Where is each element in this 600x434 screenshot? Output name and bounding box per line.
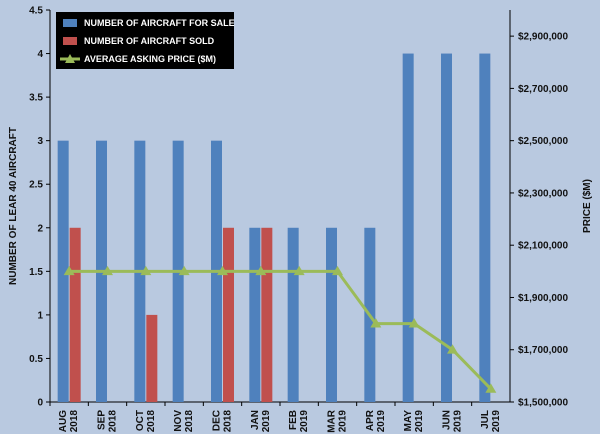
bar-for-sale xyxy=(441,53,452,403)
x-tick-label-month: AUG xyxy=(58,410,69,432)
legend-swatch xyxy=(63,37,77,45)
legend-label: NUMBER OF AIRCRAFT FOR SALE xyxy=(84,18,235,28)
price-point xyxy=(447,344,458,354)
y2-tick-label: $2,900,000 xyxy=(518,32,568,43)
x-tick-label-month: APR xyxy=(365,409,376,431)
x-tick-label-year: 2019 xyxy=(338,410,349,433)
price-point xyxy=(408,318,420,328)
bar-for-sale xyxy=(287,227,299,402)
price-line xyxy=(69,269,492,390)
y2-tick-label: $2,100,000 xyxy=(518,241,568,252)
legend-label: AVERAGE ASKING PRICE ($M) xyxy=(84,54,216,64)
price-point xyxy=(370,318,382,328)
bar-for-sale xyxy=(402,53,414,403)
x-tick-label-month: FEB xyxy=(288,410,299,430)
price-point xyxy=(217,265,228,276)
bar-for-sale xyxy=(249,227,261,402)
y-tick-label: 0 xyxy=(37,398,43,409)
x-tick-label-month: JUN xyxy=(442,410,453,430)
price-point xyxy=(255,265,267,276)
x-tick-label-month: MAY xyxy=(403,410,414,432)
y2-axis-title: PRICE ($M) xyxy=(582,179,593,233)
legend-box xyxy=(56,12,234,69)
y-tick-label: 0.5 xyxy=(29,354,43,365)
price-point xyxy=(485,383,497,393)
x-tick-label-year: 2019 xyxy=(299,410,310,433)
x-tick-label-year: 2019 xyxy=(376,410,387,433)
y-tick-label: 2.5 xyxy=(29,180,43,191)
bar-for-sale xyxy=(57,140,69,402)
y-tick-label: 1 xyxy=(37,310,43,321)
bar-sold xyxy=(261,227,273,402)
y-tick-label: 1.5 xyxy=(29,267,43,278)
y2-tick-label: $1,700,000 xyxy=(518,345,568,356)
y2-tick-label: $1,500,000 xyxy=(518,398,568,409)
x-tick-label-month: OCT xyxy=(135,410,146,431)
legend-swatch-marker xyxy=(65,54,75,63)
legend-label: NUMBER OF AIRCRAFT SOLD xyxy=(84,36,215,46)
price-point xyxy=(63,265,75,276)
x-tick-label-year: 2019 xyxy=(414,410,425,433)
x-tick-label-year: 2019 xyxy=(453,410,464,433)
price-point xyxy=(102,265,113,276)
x-tick-label-month: JUL xyxy=(480,410,491,429)
price-point xyxy=(140,265,152,276)
x-tick-label-month: NOV xyxy=(173,410,184,432)
y2-tick-label: $2,500,000 xyxy=(518,136,568,147)
legend-swatch xyxy=(63,19,77,27)
x-tick-label-year: 2018 xyxy=(223,410,234,433)
bar-for-sale xyxy=(479,53,491,403)
y2-tick-label: $2,300,000 xyxy=(518,188,568,199)
y-tick-label: 4.5 xyxy=(29,6,43,17)
x-tick-label-year: 2019 xyxy=(491,410,502,433)
y-axis-title: NUMBER OF LEAR 40 AIRCRAFT xyxy=(8,127,19,285)
x-tick-label-month: DEC xyxy=(212,410,223,431)
y-tick-label: 3.5 xyxy=(29,93,43,104)
x-tick-label-year: 2018 xyxy=(146,410,157,433)
bar-sold xyxy=(69,227,81,402)
x-tick-label-year: 2018 xyxy=(184,410,195,433)
price-point xyxy=(332,265,343,276)
price-point xyxy=(293,265,305,276)
price-point xyxy=(178,265,190,276)
y2-tick-label: $1,900,000 xyxy=(518,293,568,304)
x-tick-label-year: 2018 xyxy=(69,410,80,433)
x-tick-label-month: JAN xyxy=(250,410,261,430)
x-tick-label-month: SEP xyxy=(97,410,108,430)
x-tick-label-year: 2018 xyxy=(108,410,119,433)
y2-tick-label: $2,700,000 xyxy=(518,84,568,95)
x-tick-label-month: MAR xyxy=(327,409,338,433)
y-tick-label: 2 xyxy=(37,223,43,234)
y-tick-label: 3 xyxy=(37,136,43,147)
y-tick-label: 4 xyxy=(37,49,43,60)
x-tick-label-year: 2019 xyxy=(261,410,272,433)
bar-sold xyxy=(223,227,234,402)
bar-for-sale xyxy=(326,227,337,402)
bar-sold xyxy=(146,314,158,402)
